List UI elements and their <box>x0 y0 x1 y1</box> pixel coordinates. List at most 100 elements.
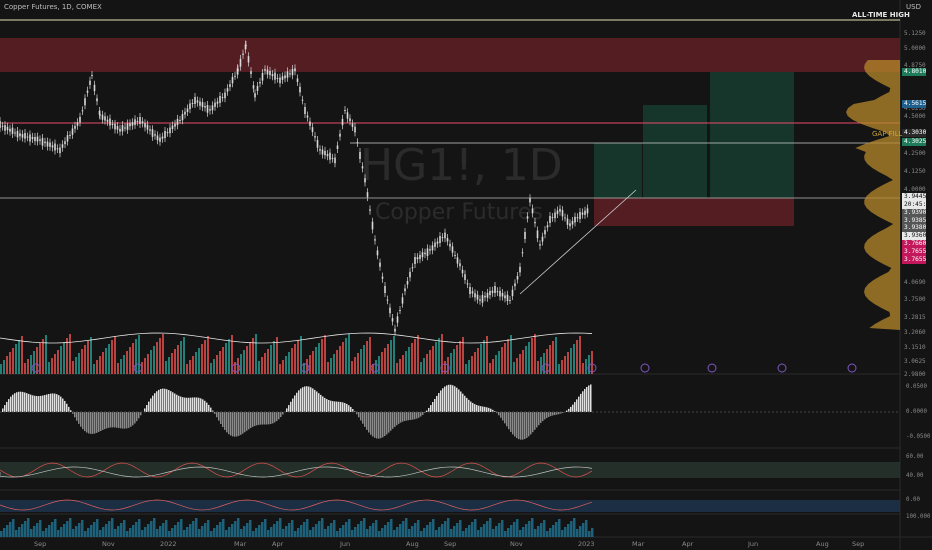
trendline <box>519 189 637 295</box>
osc-bar <box>460 391 462 412</box>
osc-bar <box>376 412 378 439</box>
candle-body <box>6 126 9 131</box>
candle-body <box>339 133 341 137</box>
volume-bar <box>579 336 581 374</box>
osc-bar <box>340 401 342 412</box>
volume-bar <box>507 339 509 374</box>
candle-body <box>176 118 179 126</box>
osc-bar <box>246 412 248 431</box>
volume-bar <box>342 342 344 374</box>
osc-bar <box>234 412 236 437</box>
osc-bar <box>14 393 16 412</box>
event-marker <box>640 363 650 373</box>
volume-bar <box>345 338 347 374</box>
osc-bar <box>76 412 78 421</box>
flow-bar <box>357 524 360 537</box>
flow-bar <box>192 521 195 537</box>
candle-body <box>284 75 286 79</box>
osc-bar <box>86 412 88 433</box>
volume-bar <box>513 362 515 374</box>
candle-body <box>224 92 226 99</box>
osc-bar <box>542 412 544 422</box>
osc-bar <box>270 412 272 424</box>
volume-bar <box>297 340 299 374</box>
candle-body <box>356 142 359 144</box>
volume-bar <box>273 341 275 374</box>
osc-bar <box>518 412 520 440</box>
price-scale-label: 4.1250 <box>904 168 926 175</box>
candle-body <box>296 78 299 82</box>
osc-bar <box>290 401 292 412</box>
flow-bar <box>300 525 303 537</box>
osc-bar <box>244 412 246 433</box>
flow-bar <box>258 525 261 537</box>
volume-bar <box>444 361 446 374</box>
volume-bar <box>96 360 98 374</box>
event-marker <box>370 363 380 373</box>
volume-bar <box>3 360 5 374</box>
volume-bar <box>108 344 110 374</box>
candle-body <box>346 112 349 119</box>
volume-bar <box>162 334 164 374</box>
osc-bar <box>414 412 416 420</box>
volume-bar <box>411 343 413 374</box>
target-box <box>594 143 642 198</box>
osc-bar <box>206 402 208 412</box>
volume-bar <box>210 363 212 374</box>
flow-bar <box>579 526 582 537</box>
osc-bar <box>184 397 186 412</box>
volume-bar <box>354 357 356 374</box>
candle-body <box>344 110 346 111</box>
volume-bar <box>249 342 251 374</box>
osc-bar <box>510 412 512 432</box>
candle-body <box>514 283 516 287</box>
price-tag: 3.9360 <box>902 232 927 240</box>
osc-bar <box>50 393 52 412</box>
candle-body <box>24 133 26 139</box>
flow-bar <box>249 520 252 537</box>
volume-bar <box>501 347 503 374</box>
flow-bar <box>492 529 495 537</box>
candle-body <box>11 127 14 134</box>
candle-body <box>194 97 196 104</box>
osc-bar <box>176 394 178 412</box>
volume-bar <box>216 355 218 374</box>
candle-body <box>146 124 149 130</box>
osc-bar <box>304 386 306 412</box>
flow-bar <box>474 519 477 537</box>
candle-body <box>281 76 284 80</box>
osc-bar <box>282 412 284 415</box>
candle-body <box>4 125 6 131</box>
candle-body <box>414 257 416 264</box>
candle-body <box>231 76 234 84</box>
price-tag: 4.3025 <box>902 138 927 146</box>
flow-bar <box>531 518 534 537</box>
flow-bar <box>318 521 321 537</box>
osc-bar <box>332 401 334 412</box>
osc-bar <box>150 398 152 412</box>
candle-body <box>69 135 71 136</box>
osc-bar <box>24 392 26 412</box>
flow-bar <box>573 518 576 537</box>
osc-bar <box>216 412 218 418</box>
flow-bar <box>558 519 561 537</box>
candle-body <box>98 111 101 115</box>
flow-bar <box>324 529 327 537</box>
candle-body <box>106 119 109 122</box>
flow-bar <box>138 519 141 537</box>
osc-bar <box>310 387 312 412</box>
flow-bar <box>9 522 12 537</box>
flow-bar <box>450 529 453 537</box>
flow-bar <box>120 523 123 537</box>
osc-bar <box>336 401 338 412</box>
osc-bar <box>412 412 414 420</box>
candle-body <box>286 71 289 78</box>
candle-body <box>129 123 131 127</box>
osc-bar <box>348 405 350 412</box>
flow-bar <box>333 520 336 537</box>
flow-bar <box>132 525 135 537</box>
volume-bar <box>72 361 74 374</box>
price-tag: 3.7655 <box>902 256 927 264</box>
